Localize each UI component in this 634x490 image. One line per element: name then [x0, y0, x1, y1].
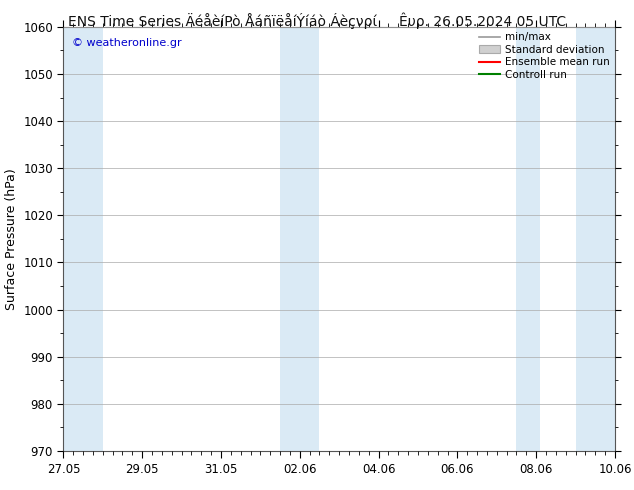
Y-axis label: Surface Pressure (hPa): Surface Pressure (hPa)	[4, 168, 18, 310]
Bar	[63, 27, 103, 451]
Bar	[576, 27, 615, 451]
Legend: min/max, Standard deviation, Ensemble mean run, Controll run: min/max, Standard deviation, Ensemble me…	[477, 30, 612, 82]
Text: © weatheronline.gr: © weatheronline.gr	[72, 38, 181, 48]
Bar	[280, 27, 320, 451]
Bar	[517, 27, 540, 451]
Text: ENS Time Series ÄéåèíPò ÅáñïëåíÝíáò Áèçνρί     Êυρ. 26.05.2024 05 UTC: ENS Time Series ÄéåèíPò ÅáñïëåíÝíáò Áèçν…	[68, 12, 566, 29]
